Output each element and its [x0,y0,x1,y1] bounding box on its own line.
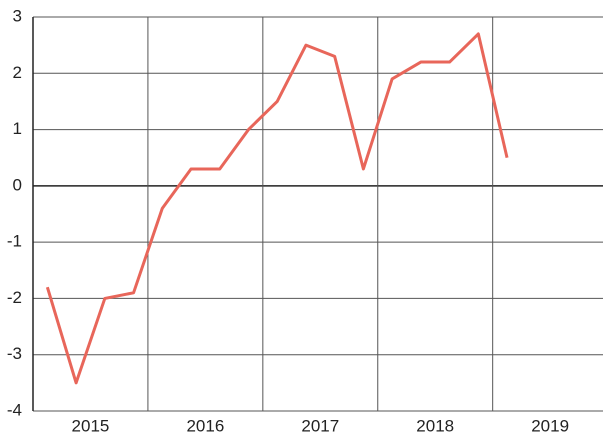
y-tick-label: 3 [13,6,22,25]
x-tick-label: 2015 [72,416,110,435]
y-tick-label: -2 [7,288,22,307]
y-tick-label: -1 [7,232,22,251]
y-tick-label: 2 [13,63,22,82]
x-tick-label: 2019 [531,416,569,435]
x-tick-label: 2017 [301,416,339,435]
x-tick-label: 2018 [416,416,454,435]
x-tick-label: 2016 [186,416,224,435]
y-tick-label: -4 [7,400,22,419]
y-tick-label: -3 [7,344,22,363]
data-line [45,32,509,385]
y-tick-label: 1 [13,119,22,138]
y-tick-label: 0 [13,175,22,194]
